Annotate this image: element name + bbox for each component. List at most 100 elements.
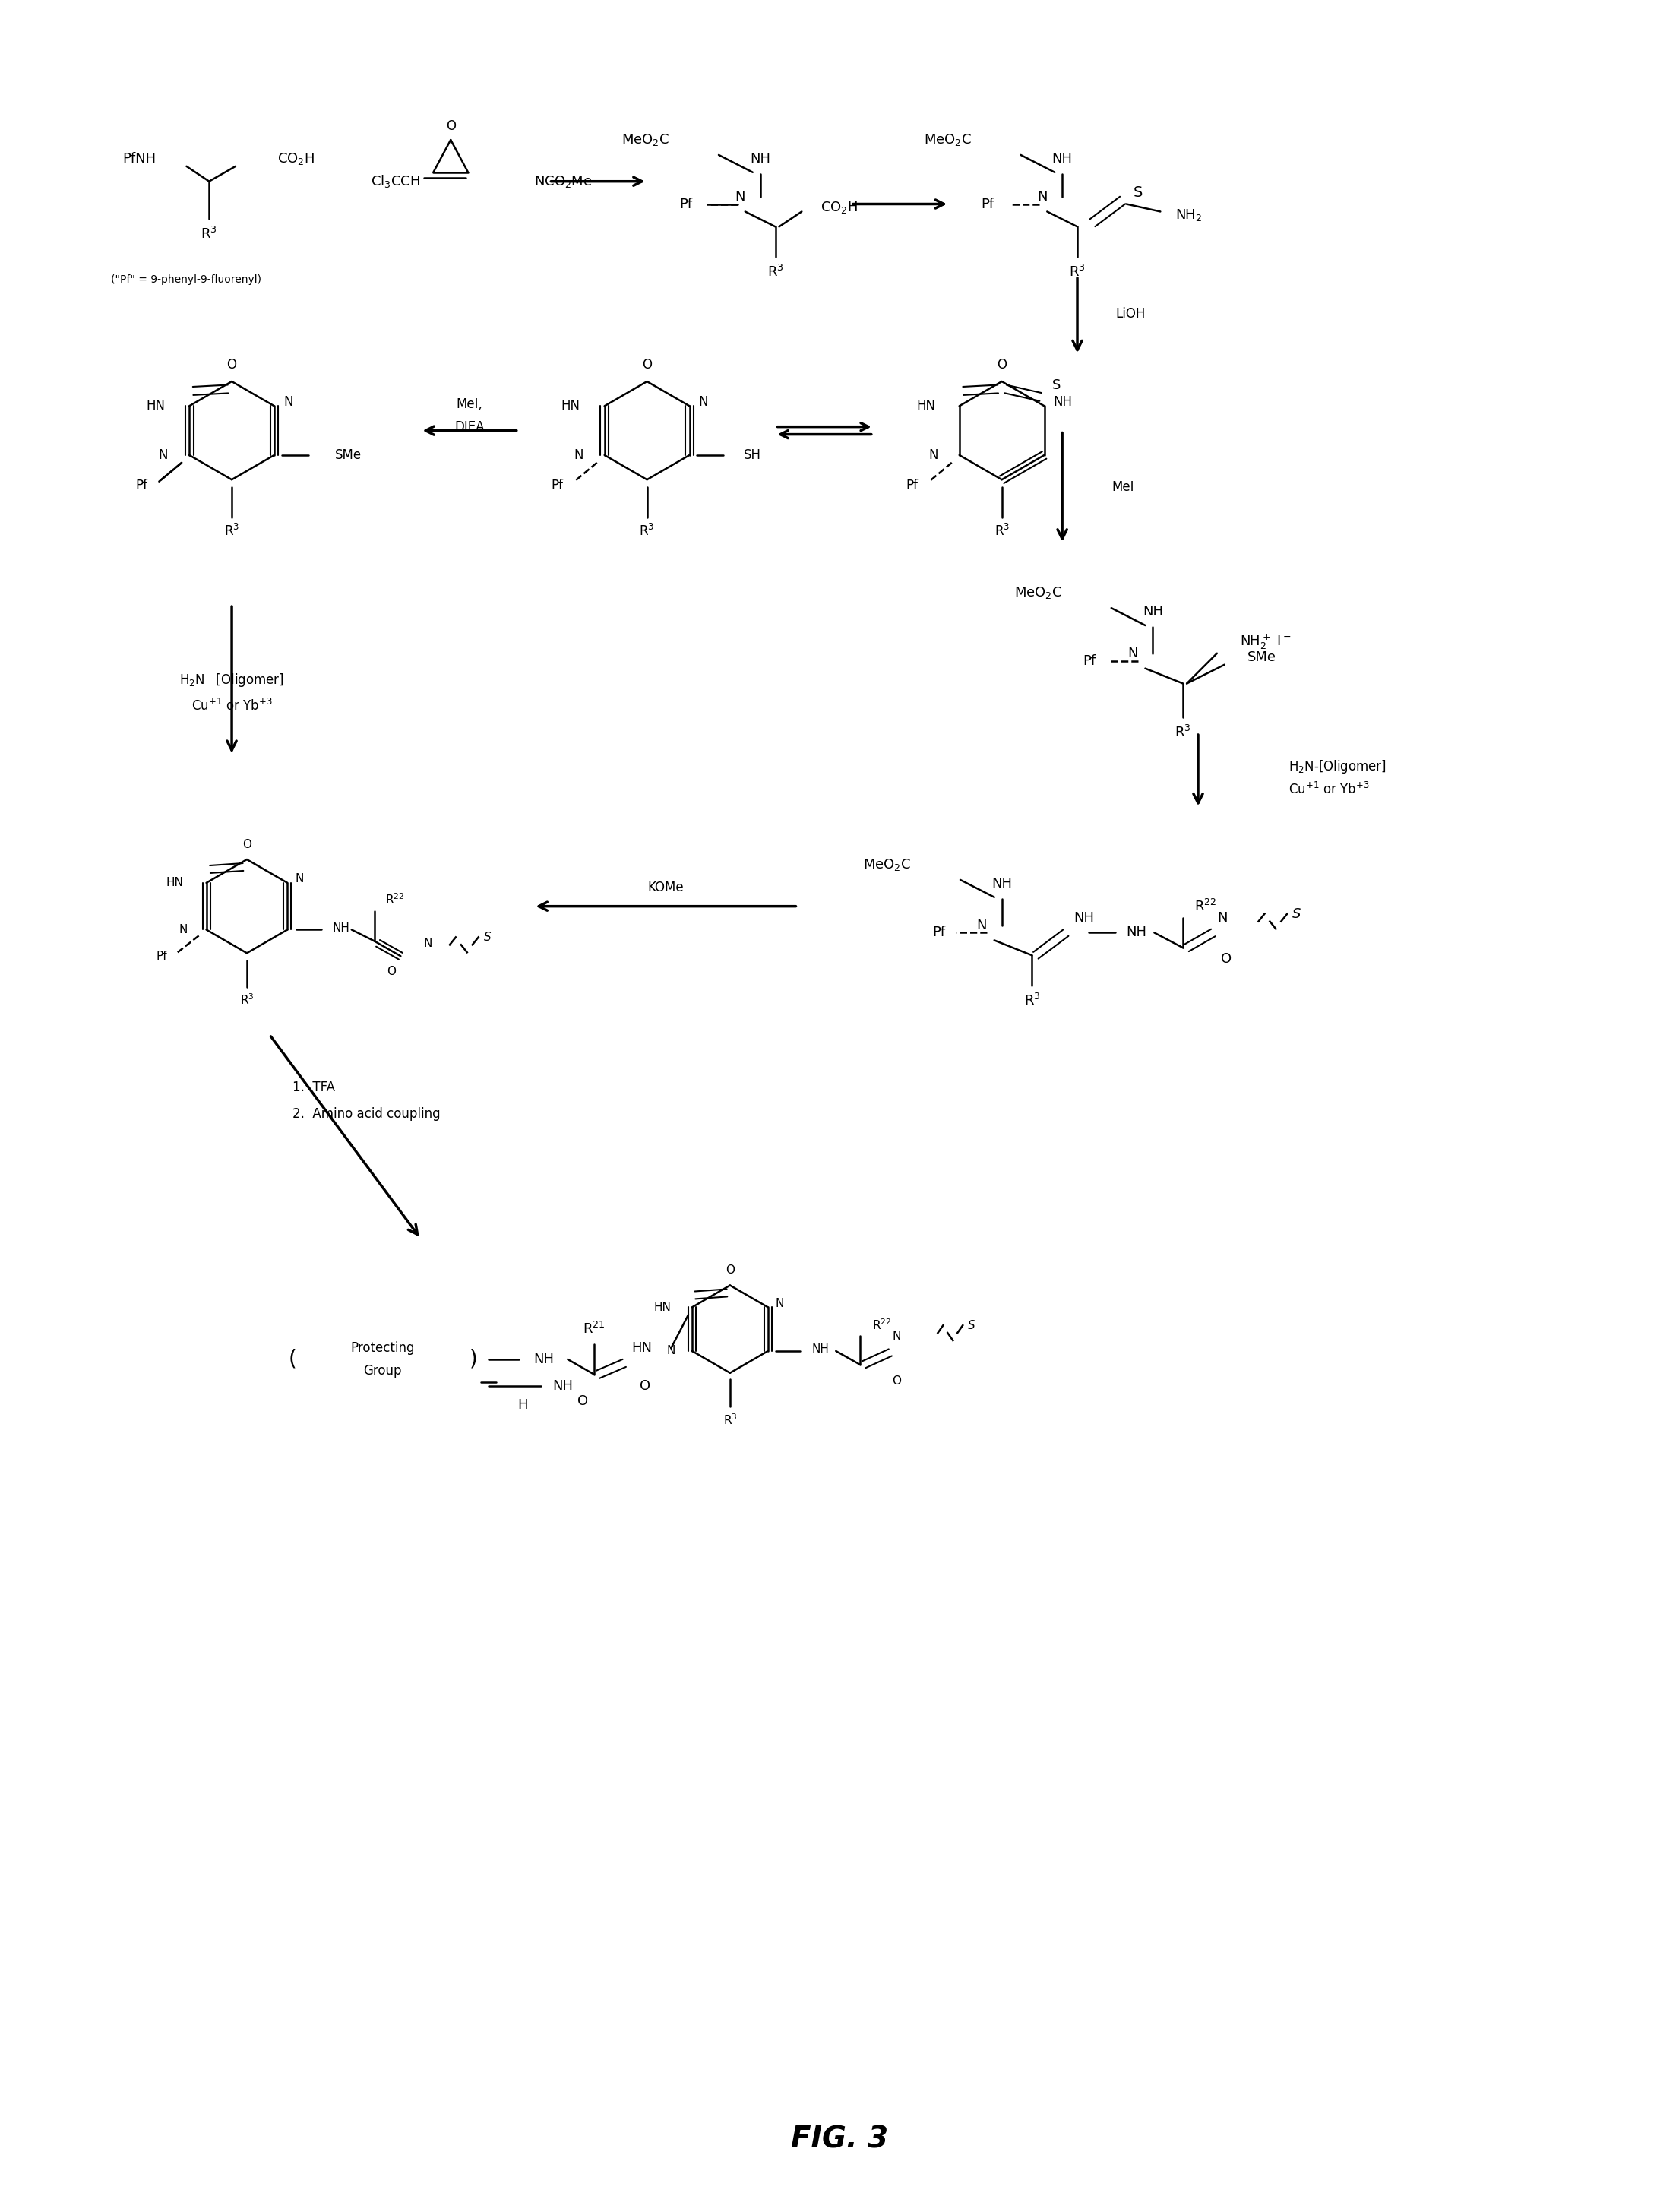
Text: N: N [776, 1298, 784, 1310]
Text: NH$_2$: NH$_2$ [1175, 208, 1202, 223]
Text: N: N [977, 918, 987, 931]
Text: ): ) [468, 1349, 477, 1369]
Text: SMe: SMe [1247, 650, 1276, 664]
Text: 2.  Amino acid coupling: 2. Amino acid coupling [292, 1106, 440, 1121]
Text: NCO$_2$Me: NCO$_2$Me [534, 175, 593, 188]
Text: R$^3$: R$^3$ [223, 524, 240, 540]
Text: MeO$_2$C: MeO$_2$C [923, 133, 972, 148]
Text: N: N [423, 938, 432, 949]
Text: H: H [517, 1398, 527, 1411]
Text: KOMe: KOMe [648, 880, 683, 894]
Text: LiOH: LiOH [1115, 307, 1145, 321]
Text: R$^3$: R$^3$ [767, 265, 784, 279]
Text: NH: NH [1053, 396, 1073, 409]
Text: O: O [388, 964, 396, 978]
Text: N: N [1128, 646, 1138, 659]
Text: CO$_2$H: CO$_2$H [821, 201, 858, 215]
Text: HN: HN [561, 398, 581, 414]
Text: R$^3$: R$^3$ [1024, 993, 1041, 1009]
Text: N: N [284, 396, 292, 409]
Text: H$_2$N-[Oligomer]: H$_2$N-[Oligomer] [1289, 759, 1387, 774]
Text: Cl$_3$CCH: Cl$_3$CCH [371, 173, 420, 190]
Text: NH: NH [751, 153, 771, 166]
Text: N: N [178, 925, 188, 936]
Text: R$^{22}$: R$^{22}$ [871, 1318, 892, 1332]
Text: S: S [969, 1321, 975, 1332]
Text: Cu$^{+1}$ or Yb$^{+3}$: Cu$^{+1}$ or Yb$^{+3}$ [1289, 781, 1370, 796]
Text: N: N [296, 874, 304, 885]
Text: O: O [578, 1394, 588, 1407]
Text: H$_2$N$^-$[Oligomer]: H$_2$N$^-$[Oligomer] [180, 672, 284, 688]
Text: SMe: SMe [334, 449, 361, 462]
Text: NH: NH [552, 1378, 573, 1394]
Text: SH: SH [744, 449, 761, 462]
Text: N: N [574, 449, 583, 462]
Text: O: O [892, 1376, 902, 1387]
Text: R$^3$: R$^3$ [994, 524, 1009, 540]
Text: Pf: Pf [551, 478, 562, 491]
Text: Pf: Pf [1083, 655, 1096, 668]
Text: Cu$^{+1}$ or Yb$^{+3}$: Cu$^{+1}$ or Yb$^{+3}$ [191, 699, 272, 714]
Text: O: O [227, 358, 237, 372]
Text: HN: HN [653, 1301, 672, 1314]
Text: R$^3$: R$^3$ [640, 524, 655, 540]
Text: FIG. 3: FIG. 3 [791, 2126, 888, 2154]
Text: NH: NH [811, 1345, 829, 1356]
Text: O: O [997, 358, 1007, 372]
Text: Group: Group [364, 1365, 401, 1378]
Text: MeO$_2$C: MeO$_2$C [1014, 586, 1063, 599]
Text: N: N [698, 396, 709, 409]
Text: R$^{21}$: R$^{21}$ [583, 1321, 606, 1336]
Text: NH: NH [1142, 604, 1164, 619]
Text: HN: HN [917, 398, 935, 414]
Text: O: O [725, 1265, 735, 1276]
Text: O: O [242, 838, 252, 849]
Text: NH: NH [534, 1352, 554, 1367]
Text: ("Pf" = 9-phenyl-9-fluorenyl): ("Pf" = 9-phenyl-9-fluorenyl) [111, 274, 262, 285]
Text: S: S [1133, 186, 1142, 199]
Text: 1.  TFA: 1. TFA [292, 1082, 334, 1095]
Text: HN: HN [146, 398, 165, 414]
Text: R$^3$: R$^3$ [724, 1413, 737, 1427]
Text: N: N [158, 449, 168, 462]
Text: S: S [1291, 907, 1301, 920]
Text: O: O [1221, 953, 1231, 967]
Text: MeI,: MeI, [457, 398, 484, 411]
Text: O: O [445, 119, 455, 133]
Text: Pf: Pf [932, 927, 945, 940]
Text: N: N [928, 449, 939, 462]
Text: NH: NH [1053, 153, 1073, 166]
Text: R$^3$: R$^3$ [240, 993, 254, 1006]
Text: HN: HN [631, 1340, 653, 1354]
Text: DIEA: DIEA [455, 420, 485, 434]
Text: NH$_2^+$ I$^-$: NH$_2^+$ I$^-$ [1239, 633, 1291, 650]
Text: Protecting: Protecting [351, 1340, 415, 1354]
Text: MeO$_2$C: MeO$_2$C [863, 856, 912, 872]
Text: PfNH: PfNH [123, 153, 156, 166]
Text: R$^3$: R$^3$ [201, 226, 217, 241]
Text: Pf: Pf [905, 478, 918, 491]
Text: NH: NH [1073, 911, 1095, 925]
Text: NH: NH [1127, 927, 1147, 940]
Text: R$^3$: R$^3$ [1175, 726, 1190, 741]
Text: N: N [1038, 190, 1048, 204]
Text: HN: HN [166, 878, 183, 889]
Text: MeI: MeI [1111, 480, 1133, 493]
Text: N: N [667, 1345, 675, 1356]
Text: NH: NH [992, 876, 1012, 891]
Text: Pf: Pf [981, 197, 994, 210]
Text: N: N [1217, 911, 1227, 925]
Text: R$^{22}$: R$^{22}$ [1194, 898, 1217, 914]
Text: Pf: Pf [680, 197, 692, 210]
Text: N: N [893, 1329, 902, 1343]
Text: MeO$_2$C: MeO$_2$C [621, 133, 670, 148]
Text: R$^{22}$: R$^{22}$ [386, 891, 405, 907]
Text: S: S [1051, 378, 1061, 392]
Text: R$^3$: R$^3$ [1070, 265, 1086, 279]
Text: O: O [640, 1378, 650, 1394]
Text: S: S [484, 931, 492, 942]
Text: O: O [641, 358, 651, 372]
Text: (: ( [289, 1349, 296, 1369]
Text: Pf: Pf [136, 478, 148, 491]
Text: Pf: Pf [156, 951, 168, 962]
